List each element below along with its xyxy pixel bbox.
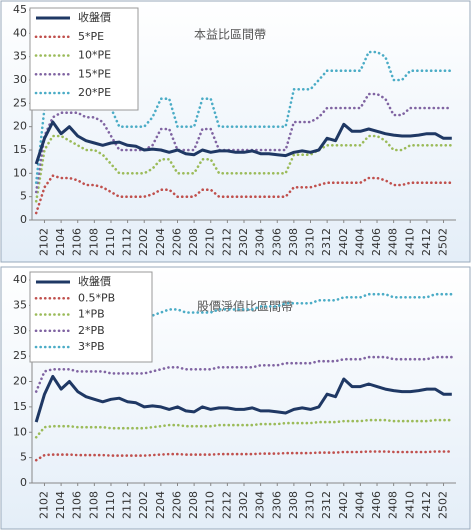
- legend-label: 10*PE: [78, 49, 111, 62]
- legend-box: [29, 7, 139, 111]
- x-tick-label: 2412: [420, 228, 433, 256]
- x-tick-label: 2204: [154, 228, 167, 256]
- y-tick-label: 35: [13, 298, 27, 311]
- legend-label: 收盤價: [78, 274, 111, 288]
- x-tick-label: 2102: [37, 228, 50, 256]
- y-tick-label: 15: [13, 143, 27, 156]
- series-line: [34, 355, 454, 393]
- x-tick-label: 2406: [370, 491, 383, 519]
- y-tick-label: 25: [13, 96, 27, 109]
- legend-label: 2*PB: [78, 324, 105, 337]
- x-tick-label: 2308: [287, 228, 300, 256]
- y-tick-label: 15: [13, 400, 27, 413]
- chart-title: 本益比區間帶: [194, 28, 266, 42]
- y-tick-label: 45: [13, 3, 27, 16]
- y-tick-label: 10: [13, 166, 27, 179]
- y-tick-label: 20: [13, 375, 27, 388]
- x-tick-label: 2106: [71, 491, 84, 519]
- series-line: [34, 134, 454, 203]
- y-tick-label: 30: [13, 324, 27, 337]
- series-line: [34, 292, 454, 348]
- x-tick-label: 2206: [170, 491, 183, 519]
- x-tick-label: 2112: [121, 491, 134, 519]
- x-tick-label: 2302: [237, 228, 250, 256]
- x-tick-label: 2402: [337, 491, 350, 519]
- x-tick-label: 2312: [320, 491, 333, 519]
- x-tick-label: 2106: [71, 228, 84, 256]
- y-tick-label: 40: [13, 273, 27, 286]
- x-tick-label: 2202: [137, 491, 150, 519]
- x-tick-label: 2108: [87, 228, 100, 256]
- y-tick-label: 0: [20, 213, 27, 226]
- legend-label: 0.5*PB: [78, 291, 115, 304]
- x-tick-label: 2306: [270, 491, 283, 519]
- x-tick-label: 2404: [353, 491, 366, 519]
- x-tick-label: 2306: [270, 228, 283, 256]
- x-tick-label: 2110: [104, 491, 117, 519]
- x-tick-label: 2308: [287, 491, 300, 519]
- y-tick-label: 25: [13, 349, 27, 362]
- y-tick-label: 35: [13, 50, 27, 63]
- x-tick-label: 2108: [87, 491, 100, 519]
- x-tick-label: 2406: [370, 228, 383, 256]
- x-tick-label: 2110: [104, 228, 117, 256]
- x-tick-label: 2402: [337, 228, 350, 256]
- legend-label: 1*PB: [78, 308, 105, 321]
- x-tick-label: 2412: [420, 491, 433, 519]
- x-tick-label: 2302: [237, 491, 250, 519]
- y-tick-label: 10: [13, 425, 27, 438]
- x-tick-label: 2210: [204, 491, 217, 519]
- x-tick-label: 2410: [403, 228, 416, 256]
- x-tick-label: 2102: [37, 491, 50, 519]
- legend-label: 15*PE: [78, 67, 111, 80]
- x-tick-label: 2310: [304, 228, 317, 256]
- x-tick-label: 2408: [387, 491, 400, 519]
- x-tick-label: 2204: [154, 491, 167, 519]
- x-tick-label: 2502: [437, 228, 450, 256]
- series-line: [34, 174, 454, 215]
- x-tick-label: 2410: [403, 491, 416, 519]
- x-tick-label: 2208: [187, 491, 200, 519]
- x-tick-label: 2312: [320, 228, 333, 256]
- y-tick-label: 0: [20, 476, 27, 489]
- legend-label: 5*PE: [78, 30, 104, 43]
- x-tick-label: 2112: [121, 228, 134, 256]
- y-tick-label: 5: [20, 190, 27, 203]
- legend-label: 收盤價: [78, 10, 111, 24]
- series-line: [34, 374, 452, 423]
- series-line: [34, 92, 454, 194]
- x-tick-label: 2502: [437, 491, 450, 519]
- x-tick-label: 2304: [254, 491, 267, 519]
- x-tick-label: 2210: [204, 228, 217, 256]
- x-tick-label: 2404: [353, 228, 366, 256]
- x-tick-label: 2206: [170, 228, 183, 256]
- y-tick-label: 20: [13, 120, 27, 133]
- series-line: [34, 120, 452, 165]
- series-line: [34, 418, 454, 439]
- x-tick-label: 2310: [304, 491, 317, 519]
- x-tick-label: 2202: [137, 228, 150, 256]
- x-tick-label: 2408: [387, 228, 400, 256]
- x-tick-label: 2208: [187, 228, 200, 256]
- y-tick-label: 5: [20, 451, 27, 464]
- x-tick-label: 2212: [220, 491, 233, 519]
- x-tick-label: 2304: [254, 228, 267, 256]
- legend-label: 3*PB: [78, 340, 105, 353]
- y-tick-label: 40: [13, 26, 27, 39]
- x-tick-label: 2104: [54, 228, 67, 256]
- y-tick-label: 30: [13, 73, 27, 86]
- x-tick-label: 2104: [54, 491, 67, 519]
- legend-label: 20*PE: [78, 86, 111, 99]
- x-tick-label: 2212: [220, 228, 233, 256]
